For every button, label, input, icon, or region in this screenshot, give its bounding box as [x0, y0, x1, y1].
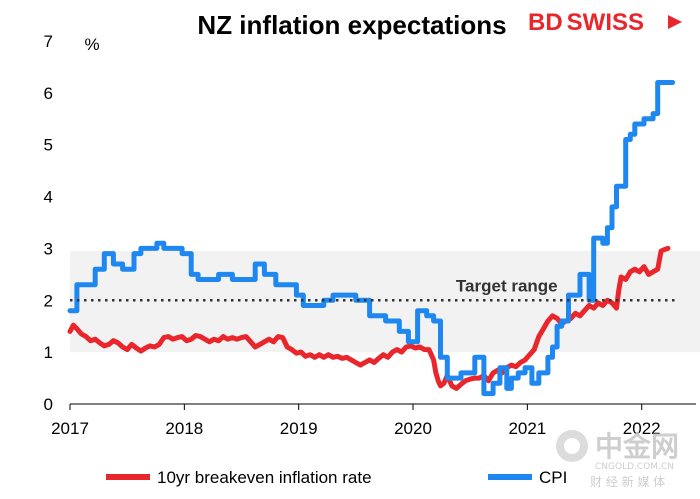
y-tick-label: 1 — [44, 343, 53, 362]
y-tick-label: 3 — [44, 239, 53, 258]
series-line-cpi — [67, 80, 676, 397]
chart-title: NZ inflation expectations — [197, 10, 506, 40]
x-tick-label: 2021 — [508, 419, 546, 438]
watermark: 中金网 CNGOLD.COM.CN 财 经 新 媒 体 — [556, 430, 679, 489]
series-layer — [67, 80, 676, 397]
x-tick-label: 2022 — [623, 419, 661, 438]
y-tick-label: 7 — [44, 32, 53, 51]
brand-arrow-icon — [668, 15, 682, 29]
x-tick-label: 2019 — [280, 419, 318, 438]
x-tick-label: 2017 — [51, 419, 89, 438]
watermark-sub: 财 经 新 媒 体 — [590, 474, 665, 489]
series-line-breakeven — [67, 245, 671, 391]
y-tick-label: 4 — [44, 188, 53, 207]
watermark-url: CNGOLD.COM.CN — [595, 462, 674, 472]
watermark-main: 中金网 — [595, 430, 679, 463]
y-tick-label: 5 — [44, 136, 53, 155]
x-tick-label: 2020 — [394, 419, 432, 438]
legend-label-breakeven: 10yr breakeven inflation rate — [157, 468, 372, 487]
x-tick-label: 2018 — [165, 419, 203, 438]
brand-logo: BD SWISS — [528, 9, 682, 36]
target-range-label: Target range — [456, 276, 558, 295]
x-axis: 2017 2018 2019 2020 2021 2022 — [51, 403, 696, 438]
y-unit-label: % — [84, 35, 99, 54]
brand-logo-part1: BD — [528, 9, 563, 36]
y-tick-label: 0 — [44, 395, 53, 414]
y-tick-label: 2 — [44, 291, 53, 310]
brand-logo-part2: SWISS — [567, 9, 644, 36]
watermark-coin-inner-icon — [564, 438, 580, 454]
y-tick-label: 6 — [44, 84, 53, 103]
legend: 10yr breakeven inflation rate CPI — [106, 468, 567, 487]
y-axis-ticks: 0 1 2 3 4 5 6 7 — [44, 32, 53, 414]
legend-label-cpi: CPI — [539, 468, 567, 487]
